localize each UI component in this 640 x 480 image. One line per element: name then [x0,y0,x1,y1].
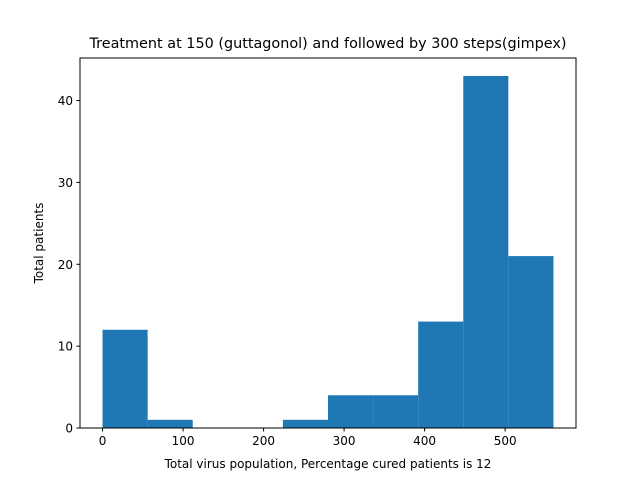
x-tick-label: 100 [172,434,195,448]
y-tick-label: 20 [58,258,73,272]
histogram-bar [463,76,509,428]
histogram-bar [282,419,328,428]
y-tick-label: 0 [65,422,73,436]
y-tick-label: 40 [58,94,73,108]
x-axis-ticks: 0 100 200 300 400 500 [99,428,517,448]
y-tick-label: 10 [58,340,73,354]
plot-area-frame [79,57,577,429]
x-tick-label: 200 [252,434,275,448]
histogram-bar [328,395,374,428]
histogram-bar [508,256,554,428]
bars-group [102,76,554,428]
chart-title: Treatment at 150 (guttagonol) and follow… [88,36,566,52]
histogram-bar [102,329,148,428]
x-tick-label: 400 [413,434,436,448]
x-axis-label: Total virus population, Percentage cured… [164,457,492,471]
x-tick-label: 0 [99,434,107,448]
y-tick-label: 30 [58,176,73,190]
histogram-bar [418,321,464,428]
histogram-bar [373,395,419,428]
x-tick-label: 500 [494,434,517,448]
y-axis-label: Total patients [32,203,46,285]
x-tick-label: 300 [333,434,356,448]
y-axis-ticks: 0 10 20 30 40 [58,94,80,436]
histogram-bar [147,419,193,428]
